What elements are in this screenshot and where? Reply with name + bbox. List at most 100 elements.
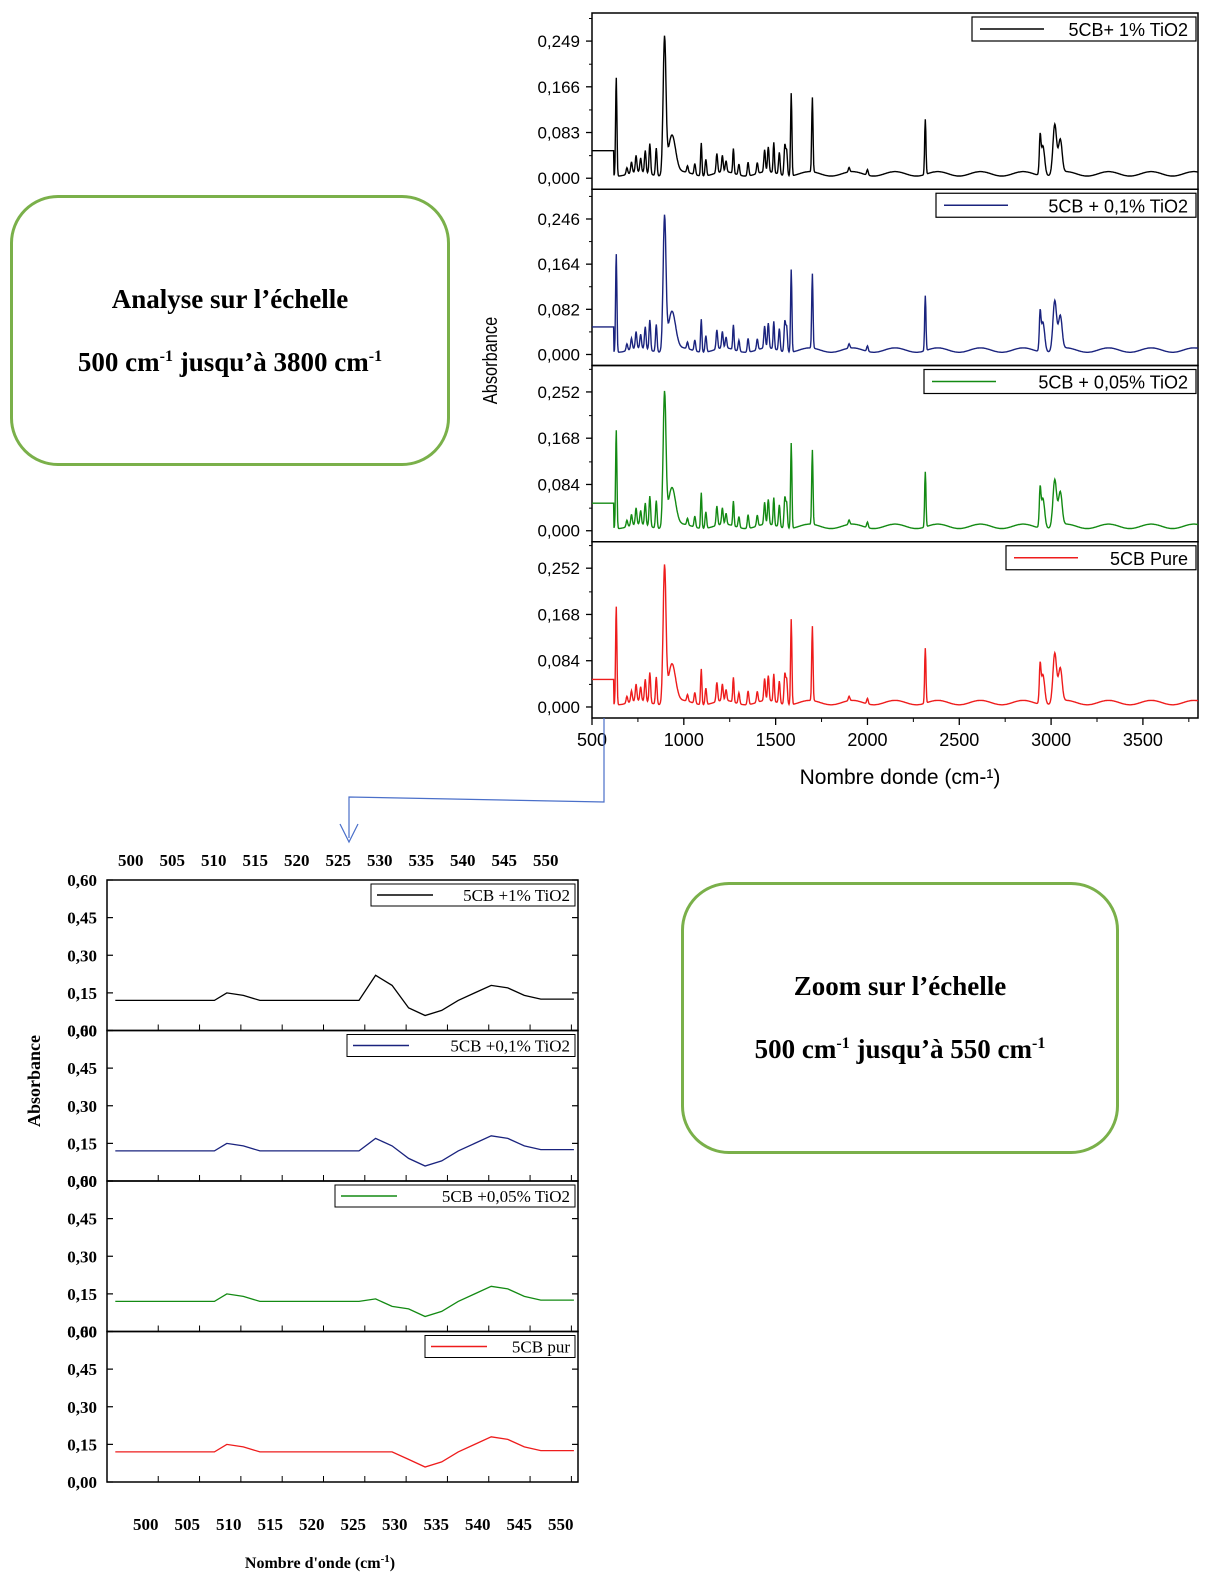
x-tick-label-top: 505 (160, 851, 186, 870)
y-axis-label: Absorbance (478, 317, 501, 404)
y-tick-label: 0,084 (537, 475, 580, 494)
y-tick-label: 0,45 (67, 1360, 97, 1379)
y-tick-label: 0,168 (537, 429, 580, 448)
connector-arrowhead (339, 823, 359, 844)
callout-analysis-range: Analyse sur l’échelle 500 cm-1 jusqu’à 3… (10, 195, 450, 466)
range-from: 500 cm (754, 1034, 837, 1064)
range-to: jusqu’à 3800 cm (172, 346, 369, 377)
y-tick-label: 0,00 (67, 1022, 97, 1041)
zoom-panel: 0,00 0,15 0,30 0,45 0,60 5CB +1% TiO2 (67, 871, 579, 1041)
callout-title: Zoom sur l’échelle (793, 971, 1007, 1001)
legend-label: 5CB + 0,05% TiO2 (1038, 373, 1188, 393)
x-tick-label: 3500 (1123, 730, 1163, 750)
x-tick-label-bottom: 525 (341, 1515, 367, 1534)
spectrum-panel: 0,000 0,084 0,168 0,252 5CB Pure (537, 541, 1199, 719)
y-tick-label: 0,45 (67, 1059, 97, 1078)
legend-label: 5CB+ 1% TiO2 (1068, 20, 1188, 40)
y-tick-label: 0,30 (67, 946, 97, 965)
x-axis-label: Nombre d'onde (cm-1) (245, 1553, 395, 1572)
y-tick-label: 0,45 (67, 1210, 97, 1229)
legend-box (370, 883, 576, 907)
y-tick-label: 0,15 (67, 1435, 97, 1454)
y-tick-label: 0,15 (67, 984, 97, 1003)
legend-label: 5CB + 0,1% TiO2 (1048, 196, 1188, 216)
callout-range: 500 cm-1 jusqu’à 3800 cm-1 (78, 347, 382, 378)
y-tick-label: 0,000 (537, 698, 580, 717)
x-tick-label-bottom: 515 (258, 1515, 284, 1534)
x-tick-label: 2500 (939, 730, 979, 750)
legend-label: 5CB +0,1% TiO2 (450, 1037, 570, 1056)
spectrum-line (592, 390, 1199, 530)
range-from-sup: -1 (159, 347, 173, 365)
panel-frame (591, 541, 1199, 719)
x-tick-label-top: 515 (243, 851, 269, 870)
zoom-panel: 0,00 0,15 0,30 0,45 0,60 5CB +0,1% TiO2 (67, 1022, 579, 1191)
y-tick-label: 0,084 (537, 652, 580, 671)
y-tick-label: 0,252 (537, 383, 580, 402)
y-tick-label: 0,00 (67, 1473, 97, 1492)
x-tick-label-top: 545 (492, 851, 518, 870)
zoom-line (115, 1135, 574, 1167)
x-tick-label-top: 540 (450, 851, 476, 870)
x-axis-label: Nombre donde (cm-¹) (800, 766, 1001, 789)
x-tick-label-top: 510 (201, 851, 227, 870)
legend-box (334, 1184, 576, 1208)
legend: 5CB + 0,1% TiO2 (935, 192, 1197, 218)
range-from: 500 cm (77, 346, 160, 377)
y-tick-label: 0,168 (537, 605, 580, 624)
x-axis-label-text: Nombre d'onde (cm (245, 1555, 381, 1572)
spectrum-panel: 0,000 0,082 0,164 0,246 5CB + 0,1% TiO2 (537, 188, 1199, 367)
spectrum-line (592, 564, 1199, 707)
y-tick-label: 0,00 (67, 1323, 97, 1342)
spectrum-panel: 0,000 0,083 0,166 0,249 5CB+ 1% TiO2 (537, 12, 1199, 190)
legend: 5CB + 0,05% TiO2 (923, 368, 1197, 395)
callout-title: Analyse sur l’échelle (111, 283, 349, 314)
zoom-chart: 0,00 0,15 0,30 0,45 0,60 5CB +1% TiO2 0,00 0,15… (24, 851, 579, 1572)
x-tick-label-top: 530 (367, 851, 393, 870)
legend-label: 5CB pur (512, 1338, 570, 1357)
y-tick-label: 0,164 (537, 255, 580, 274)
legend: 5CB +0,05% TiO2 (334, 1184, 576, 1208)
y-tick-label: 0,60 (67, 1323, 97, 1342)
range-to-sup: -1 (368, 347, 383, 365)
x-tick-label-bottom: 550 (548, 1515, 574, 1534)
y-tick-label: 0,60 (67, 871, 97, 890)
x-tick-label-top: 535 (409, 851, 435, 870)
y-tick-label: 0,60 (67, 1022, 97, 1041)
zoom-connector (339, 718, 605, 844)
y-tick-label: 0,30 (67, 1097, 97, 1116)
x-tick-label-top: 500 (118, 851, 144, 870)
spectrum-line (592, 214, 1199, 354)
x-tick-label-bottom: 510 (216, 1515, 242, 1534)
x-tick-label-top: 525 (326, 851, 352, 870)
legend: 5CB+ 1% TiO2 (971, 16, 1197, 42)
y-tick-label: 0,246 (537, 210, 580, 229)
zoom-line (115, 1285, 574, 1318)
y-tick-label: 0,45 (67, 909, 97, 928)
y-tick-label: 0,083 (537, 124, 580, 143)
y-tick-label: 0,249 (537, 32, 580, 51)
y-tick-label: 0,000 (537, 169, 580, 188)
spectrum-line (592, 35, 1199, 178)
y-axis-label: Absorbance (24, 1035, 44, 1127)
x-tick-label: 3000 (1031, 730, 1071, 750)
y-tick-label: 0,15 (67, 1134, 97, 1153)
callout-zoom-range: Zoom sur l’échelle 500 cm-1 jusqu’à 550 … (681, 882, 1119, 1154)
zoom-panel: 0,00 0,15 0,30 0,45 0,60 5CB +0,05% TiO2 (67, 1172, 579, 1342)
legend-label: 5CB Pure (1110, 549, 1188, 569)
x-tick-label: 1500 (756, 730, 796, 750)
y-tick-label: 0,000 (537, 345, 580, 364)
x-tick-label: 500 (577, 730, 607, 750)
x-tick-label-bottom: 535 (424, 1515, 450, 1534)
range-to: jusqu’à 550 cm (849, 1034, 1032, 1064)
legend: 5CB Pure (1005, 545, 1197, 571)
legend: 5CB pur (424, 1335, 576, 1358)
y-tick-label: 0,15 (67, 1285, 97, 1304)
y-tick-label: 0,30 (67, 1398, 97, 1417)
x-tick-label: 2000 (847, 730, 887, 750)
legend-label: 5CB +0,05% TiO2 (442, 1187, 570, 1206)
y-tick-label: 0,60 (67, 1172, 97, 1191)
x-tick-label-bottom: 500 (133, 1515, 159, 1534)
y-tick-label: 0,166 (537, 78, 580, 97)
